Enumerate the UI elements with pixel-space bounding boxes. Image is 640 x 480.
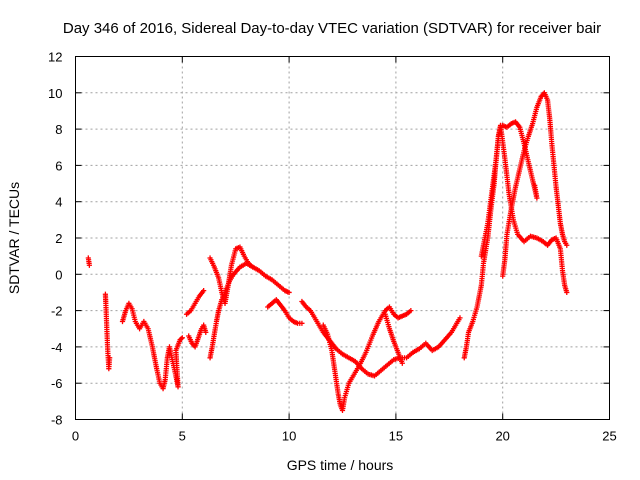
chart-title: Day 346 of 2016, Sidereal Day-to-day VTE…	[63, 20, 601, 37]
series-s8	[265, 297, 305, 326]
data-point	[178, 336, 184, 342]
data-point	[564, 242, 570, 248]
series-s5	[183, 288, 207, 317]
y-axis-label: SDTVAR / TECUs	[6, 182, 22, 294]
series-s2	[102, 291, 113, 372]
data-point	[203, 329, 209, 335]
data-point	[399, 360, 405, 366]
series-s4	[186, 322, 209, 350]
y-tick-label: -4	[51, 340, 63, 355]
y-tick-label: -6	[51, 376, 63, 391]
y-tick-label: -8	[51, 413, 63, 428]
x-tick-label: 0	[72, 429, 79, 444]
data-point	[408, 308, 414, 314]
y-tick-label: 10	[48, 86, 62, 101]
x-tick-label: 25	[602, 429, 616, 444]
series-s13	[478, 122, 570, 296]
data-point	[179, 335, 185, 341]
x-tick-label: 10	[282, 429, 296, 444]
data-point	[299, 320, 305, 326]
x-tick-label: 5	[179, 429, 186, 444]
data-point	[532, 182, 538, 188]
x-tick-label: 15	[389, 429, 403, 444]
y-tick-label: 6	[55, 158, 62, 173]
y-tick-label: -2	[51, 304, 63, 319]
data-point	[86, 262, 92, 268]
data-point	[286, 289, 292, 296]
x-tick-label: 20	[495, 429, 509, 444]
y-tick-label: 0	[55, 267, 62, 282]
series-s3	[119, 300, 185, 392]
data-markers	[85, 90, 570, 414]
y-tick-label: 4	[55, 195, 62, 210]
series-s1	[85, 255, 92, 268]
y-tick-label: 8	[55, 122, 62, 137]
axes: 0 5 10 15 20 25 -8 -6 -4 -2 0 2 4 6 8 10 12	[48, 50, 617, 444]
data-point	[457, 315, 463, 321]
x-axis-label: GPS time / hours	[287, 457, 394, 473]
data-point	[201, 288, 207, 294]
grid-lines	[75, 56, 610, 420]
y-tick-label: 2	[55, 231, 62, 246]
data-point	[250, 264, 256, 270]
series-s14	[500, 90, 570, 279]
data-point	[564, 289, 570, 296]
series-s11	[382, 311, 405, 366]
series-s7	[207, 244, 256, 306]
y-tick-label: 12	[48, 50, 62, 65]
data-point	[107, 355, 113, 361]
